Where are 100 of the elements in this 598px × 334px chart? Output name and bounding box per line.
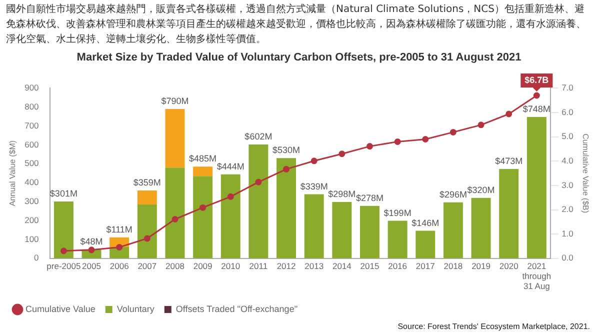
- x-tick-label: pre-2005: [46, 260, 81, 271]
- bar: [332, 202, 352, 258]
- total-label: $301M: [50, 188, 78, 198]
- total-label: $359M: [133, 177, 161, 188]
- point: [338, 150, 346, 158]
- point: [60, 248, 67, 254]
- total-label: $298M: [328, 189, 356, 200]
- y2-tick-label: 7.0: [562, 82, 574, 93]
- point: [533, 92, 540, 99]
- point: [88, 246, 95, 254]
- total-label: $48M: [80, 236, 103, 246]
- x-tick-label: 2012: [276, 260, 296, 271]
- total-label: $199M: [384, 208, 412, 218]
- point: [310, 158, 318, 164]
- total-label: $146M: [412, 218, 440, 228]
- bar: [193, 176, 213, 258]
- y-tick-label: 900: [24, 82, 40, 93]
- y2-tick-label: 0.0: [562, 252, 574, 263]
- total-label: $278M: [356, 192, 384, 203]
- bar: [443, 202, 463, 258]
- bar: [471, 198, 491, 258]
- x-tick-label: 2021 through 31 Aug: [522, 260, 552, 292]
- y2-tick-label: 5.0: [562, 131, 574, 142]
- bar: [54, 201, 74, 258]
- total-label: $111M: [106, 224, 132, 234]
- y-tick-label: 800: [24, 101, 40, 112]
- point: [422, 136, 429, 143]
- x-tick-label: 2013: [304, 260, 324, 271]
- x-tick-label: 2011: [249, 260, 268, 271]
- text: 國外自願性市場交易越來越熱門，販賣各式各樣碳權，透過自然方式減量（Natural Climate Solutions，NCS）包括重新造林、避免森林砍伐、改善森林管理和農林業等項目產生的碳權越來越受歡迎，價格也比較高，因為森林碳權除了碳匯功能，還有水源涵養、淨化空氣、水土保持、逆轉土壤劣化、生物多樣性等價值。: [5, 2, 587, 47]
- bar: [360, 206, 380, 258]
- legend-label: Cumulative Value: [26, 304, 96, 314]
- point: [172, 216, 178, 223]
- bar: [416, 230, 436, 258]
- x-tick-label: 2016: [388, 260, 408, 271]
- bar: [499, 168, 519, 258]
- bar: [165, 109, 185, 168]
- y2-axis-title: Cumulative Value ($B): [580, 134, 590, 214]
- x-tick-label: 2015: [360, 260, 380, 271]
- x-tick-label: 2018: [444, 260, 463, 271]
- bar: [193, 166, 213, 176]
- point: [450, 128, 456, 136]
- point: [116, 244, 123, 250]
- point: [200, 204, 206, 211]
- y2-tick-label: 6.0: [562, 106, 574, 117]
- bar: [137, 204, 157, 258]
- total-label: $790M: [161, 96, 189, 106]
- point: [144, 235, 150, 242]
- point: [478, 122, 484, 128]
- y-tick-label: 0: [34, 252, 40, 263]
- chart-title: Market Size by Traded Value of Voluntary Carbon Offsets, pre-2005 to 31 August 2021: [76, 52, 522, 64]
- x-tick-label: 2014: [332, 260, 352, 271]
- total-label: $444M: [216, 161, 244, 172]
- bar: [276, 158, 296, 258]
- point: [366, 143, 373, 150]
- bar: [526, 116, 546, 258]
- y-tick-label: 700: [24, 120, 40, 130]
- total-label: $339M: [300, 181, 328, 192]
- total-label: $748M: [522, 104, 550, 114]
- bar: [388, 220, 408, 258]
- x-tick-label: 2009: [193, 260, 213, 271]
- data-label: $6.7B: [524, 74, 550, 85]
- total-label: $530M: [272, 145, 300, 156]
- bar: [137, 190, 157, 205]
- total-label: $296M: [439, 189, 467, 200]
- total-label: $602M: [244, 132, 272, 142]
- y-tick-label: 100: [24, 234, 40, 244]
- point: [394, 138, 401, 145]
- x-tick-label: 2005: [82, 260, 102, 271]
- x-tick-label: 2017: [416, 260, 436, 271]
- bar: [304, 194, 324, 258]
- total-label: $473M: [495, 156, 523, 166]
- bar: [165, 168, 185, 258]
- y-tick-label: 600: [24, 139, 40, 150]
- y-tick-label: 200: [24, 214, 40, 225]
- point: [255, 178, 262, 186]
- y-axis-title: Annual Value ($M): [8, 140, 18, 206]
- x-tick-label: 2019: [472, 260, 491, 271]
- total-label: $320M: [467, 184, 495, 195]
- source-note: Source: Forest Trends' Ecosystem Marketplace, 2021.: [398, 322, 590, 331]
- y2-tick-label: 3.0: [562, 180, 574, 190]
- total-label: $485M: [189, 154, 217, 164]
- point: [227, 193, 234, 200]
- y-tick-label: 400: [24, 177, 40, 188]
- y2-tick-label: 1.0: [562, 228, 574, 238]
- x-tick-label: 2006: [110, 260, 130, 271]
- y2-tick-label: 2.0: [562, 204, 574, 214]
- y-tick-label: 500: [24, 158, 40, 168]
- y2-tick-label: 4.0: [562, 155, 574, 166]
- x-tick-label: 2020: [499, 260, 519, 271]
- point: [506, 110, 512, 118]
- y-tick-label: 300: [24, 196, 40, 206]
- legend-label: Offsets Traded "Off-exchange": [176, 304, 298, 314]
- legend-label: Voluntary: [116, 304, 155, 314]
- x-tick-label: 2007: [138, 260, 157, 271]
- x-tick-label: 2008: [166, 260, 185, 271]
- x-tick-label: 2010: [221, 260, 240, 271]
- point: [283, 166, 290, 172]
- bar: [220, 174, 240, 258]
- bar: [248, 144, 268, 258]
